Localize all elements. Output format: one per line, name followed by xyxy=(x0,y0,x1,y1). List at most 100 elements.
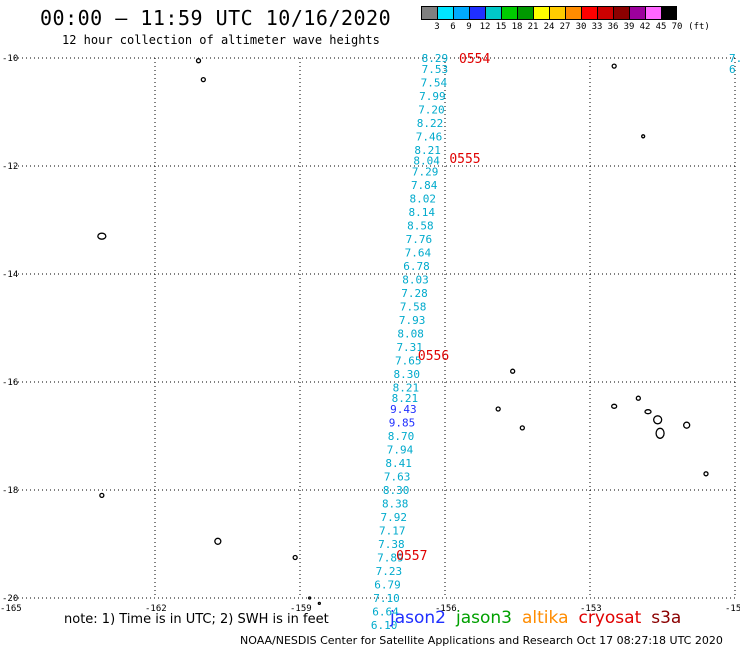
wave-height-value: 8.02 xyxy=(410,192,437,205)
wave-height-value: 8.04 xyxy=(413,155,440,168)
wave-height-value: 7.89 xyxy=(377,552,404,565)
lon-tick-label: -159 xyxy=(290,604,312,614)
wave-height-value: 7.92 xyxy=(381,511,408,524)
wave-height-value: 7.54 xyxy=(421,76,448,89)
island-outline xyxy=(97,232,107,240)
island-outline xyxy=(292,554,298,561)
satellite-legend: jason2 jason3 altika cryosat s3a xyxy=(390,608,691,628)
wave-height-value: 7.76 xyxy=(406,233,433,246)
legend-swatch xyxy=(437,6,453,20)
page-subtitle: 12 hour collection of altimeter wave hei… xyxy=(62,33,380,47)
wave-height-value: 7.38 xyxy=(378,538,405,551)
wave-height-value: 8.22 xyxy=(417,117,444,130)
wave-height-value: 7.58 xyxy=(400,300,427,313)
wave-height-value: 8.03 xyxy=(402,273,429,286)
legend-swatch xyxy=(469,6,485,20)
footnote: note: 1) Time is in UTC; 2) SWH is in fe… xyxy=(64,612,329,627)
legend-swatch xyxy=(581,6,597,20)
legend-label: 15 xyxy=(495,22,507,32)
wave-height-value: 8.08 xyxy=(397,327,424,340)
wave-height-value: 7.94 xyxy=(387,444,414,457)
legend-label: 33 xyxy=(591,22,603,32)
wave-height-value: 8.21 xyxy=(414,144,441,157)
satellite-name: jason2 xyxy=(390,608,446,628)
island-outline xyxy=(495,406,501,412)
altimeter-track: 8.297.537.547.997.208.227.468.218.047.29… xyxy=(371,52,740,632)
wave-height-value: 7.23 xyxy=(376,565,403,578)
legend-swatch xyxy=(565,6,581,20)
wave-height-value: 7.28 xyxy=(401,287,428,300)
legend-label: 45 xyxy=(655,22,667,32)
island-outline xyxy=(308,596,312,600)
wave-height-value: 7.17 xyxy=(379,525,406,538)
wave-height-value: 7.93 xyxy=(399,314,426,327)
legend-label: 36 xyxy=(607,22,619,32)
color-legend-labels: 3 6 9 12 15 18 21 24 27 30 33 36 39 42 45 70 (ft) xyxy=(421,22,740,34)
legend-swatch xyxy=(533,6,549,20)
legend-swatch xyxy=(597,6,613,20)
wave-height-value: 7.99 xyxy=(419,90,446,103)
legend-label: 12 xyxy=(479,22,491,32)
wave-height-value: 8.21 xyxy=(393,381,420,394)
satellite-name: cryosat xyxy=(578,608,642,628)
legend-label: 27 xyxy=(559,22,571,32)
color-legend xyxy=(421,6,677,20)
island-outline xyxy=(653,415,663,425)
island-outline xyxy=(99,492,105,499)
wave-height-value: 8.58 xyxy=(407,219,434,232)
legend-swatch xyxy=(613,6,629,20)
wave-height-value: 8.38 xyxy=(382,498,409,511)
wave-height-value: 6.10 xyxy=(371,619,398,632)
legend-swatch xyxy=(517,6,533,20)
legend-label: 42 xyxy=(639,22,651,32)
wave-height-value: 8.70 xyxy=(388,430,415,443)
legend-label: 3 xyxy=(434,22,440,32)
time-label: 0556 xyxy=(418,349,449,364)
wave-height-value: 7.46 xyxy=(416,130,443,143)
legend-swatch xyxy=(485,6,501,20)
island-outline xyxy=(683,421,691,429)
wave-height-value: 8.30 xyxy=(394,368,421,381)
legend-swatch xyxy=(501,6,517,20)
time-label: 0554 xyxy=(459,52,490,67)
lat-tick-label: -16 xyxy=(2,378,18,388)
legend-label: (ft) xyxy=(688,22,710,32)
wave-height-value: 9.43 xyxy=(390,403,417,416)
satellite-name: altika xyxy=(522,608,569,628)
lon-tick-label: -162 xyxy=(145,604,167,614)
lat-tick-label: -20 xyxy=(2,594,18,604)
lon-tick-label: -153 xyxy=(580,604,602,614)
island-outline xyxy=(214,537,222,545)
satellite-name: s3a xyxy=(651,608,682,628)
lat-tick-label: -18 xyxy=(2,486,18,496)
wave-height-value: 7.53 xyxy=(422,63,449,76)
wave-height-value: 8.30 xyxy=(383,484,410,497)
legend-label: 24 xyxy=(543,22,555,32)
wave-height-value: 8.14 xyxy=(409,206,436,219)
island-outline xyxy=(641,134,646,139)
legend-label: 9 xyxy=(466,22,472,32)
legend-label: 70 xyxy=(671,22,683,32)
island-outline xyxy=(644,409,652,415)
legend-swatch xyxy=(549,6,565,20)
lat-tick-label: -10 xyxy=(2,54,18,64)
wave-height-value: 7. xyxy=(729,52,740,65)
island-outline xyxy=(200,76,206,83)
wave-height-value: 8.41 xyxy=(385,457,412,470)
lon-tick-label: -156 xyxy=(435,604,457,614)
map-grid xyxy=(10,57,736,599)
legend-label: 39 xyxy=(623,22,635,32)
page-title: 00:00 – 11:59 UTC 10/16/2020 xyxy=(40,6,392,30)
wave-height-value: 7.84 xyxy=(411,179,438,192)
island-outline xyxy=(703,471,709,477)
time-label: 0555 xyxy=(449,152,480,167)
satellite-name: jason3 xyxy=(456,608,512,628)
islands xyxy=(97,58,709,606)
wave-height-value: 6.78 xyxy=(403,260,430,273)
wave-height-value: 6 xyxy=(729,63,736,76)
credit-line: NOAA/NESDIS Center for Satellite Applica… xyxy=(240,634,723,647)
lat-tick-label: -14 xyxy=(2,270,18,280)
island-outline xyxy=(195,58,202,64)
wave-height-value: 7.63 xyxy=(384,471,411,484)
map-axis-labels: -10-12-14-16-18-20-165 -162 -159 -156 -153 -1… xyxy=(0,54,740,614)
